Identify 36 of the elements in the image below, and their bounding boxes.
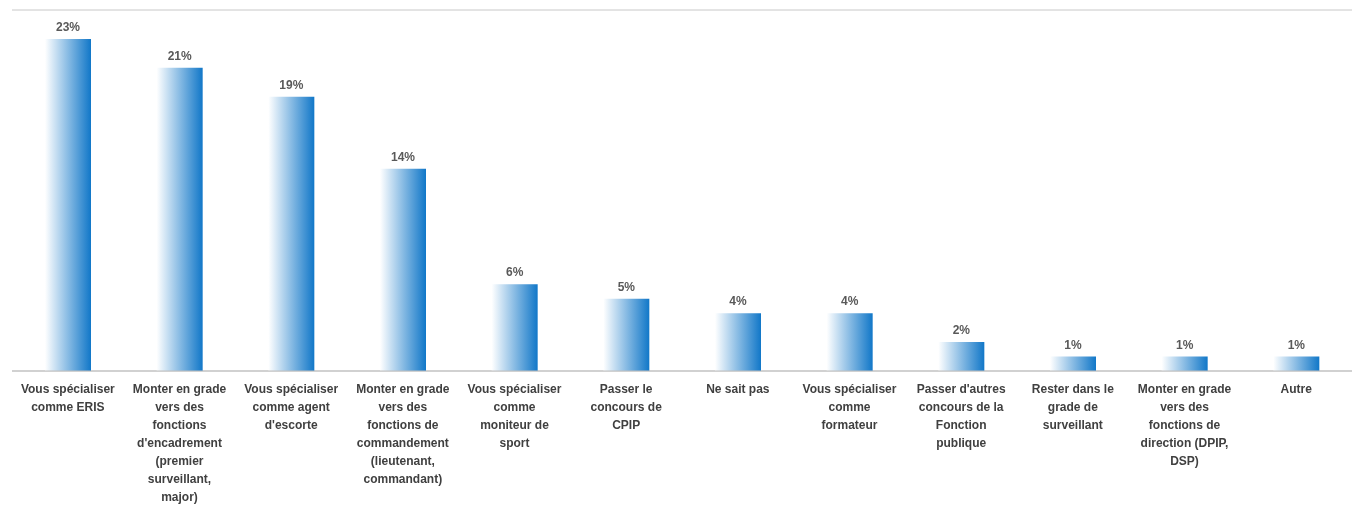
bar (380, 168, 426, 371)
data-label: 21% (167, 48, 192, 63)
data-label: 1% (1287, 337, 1306, 352)
x-tick-label: Vous spécialiser comme formateur (802, 382, 897, 432)
data-label: 19% (279, 77, 304, 92)
bar (268, 96, 315, 371)
bar (491, 284, 538, 371)
x-tick-label: Vous spécialiser comme agent d'escorte (244, 382, 339, 432)
bar (603, 298, 650, 371)
bar (1050, 356, 1096, 371)
data-label: 1% (1175, 337, 1194, 352)
x-tick-label: Passer le concours de CPIP (590, 382, 663, 432)
x-tick-label: Rester dans le grade de surveillant (1031, 382, 1115, 432)
x-tick-label: Passer d'autres concours de la Fonction publique (916, 382, 1006, 450)
bar (826, 313, 873, 371)
data-label: 2% (952, 323, 971, 338)
bar (156, 67, 203, 371)
bar (938, 342, 985, 371)
data-label: 23% (55, 19, 81, 34)
x-tick-label: Monter en grade vers des fonctions de direction (DPIP, DSP) (1137, 382, 1232, 468)
x-tick-label: Monter en grade vers des fonctions de commandement (lieutenant, commandant) (356, 382, 450, 486)
data-label: 14% (390, 149, 416, 164)
data-label: 4% (840, 294, 859, 309)
data-label: 4% (729, 294, 747, 309)
x-tick-label: Monter en grade vers des fonctions d'encadrement (premier surveillant, major) (132, 382, 227, 504)
x-tick-label: Autre (1280, 382, 1313, 396)
x-tick-label: Vous spécialiser comme ERIS (20, 382, 116, 414)
data-label: 6% (505, 265, 524, 280)
x-tick-label: Ne sait pas (706, 382, 770, 396)
x-tick-label: Vous spécialiser comme moniteur de sport (467, 382, 562, 450)
bar (1161, 356, 1208, 371)
data-label: 1% (1064, 337, 1082, 352)
bar (45, 38, 91, 371)
data-label: 5% (617, 279, 636, 294)
bar (1273, 356, 1320, 371)
bar (715, 313, 761, 371)
